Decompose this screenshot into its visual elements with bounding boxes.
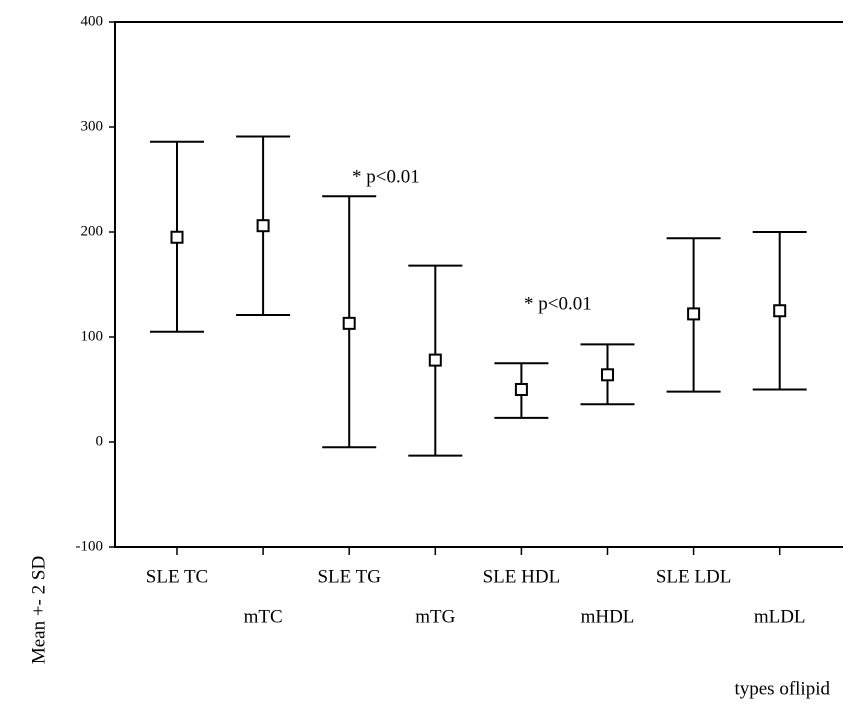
- x-tick-label: mTC: [244, 606, 283, 627]
- mean-marker: [342, 316, 356, 330]
- mean-marker: [773, 304, 787, 318]
- y-tick-label: 300: [81, 118, 104, 134]
- mean-marker: [514, 383, 528, 396]
- y-tick-label: 0: [96, 433, 104, 449]
- x-tick-label: mHDL: [581, 606, 635, 627]
- y-tick-label: 200: [81, 223, 104, 239]
- x-tick-label: SLE TG: [317, 566, 381, 587]
- annotation: * p<0.01: [352, 166, 420, 187]
- x-axis-label: types oflipid: [734, 678, 830, 699]
- x-tick-label: SLE HDL: [483, 566, 561, 587]
- mean-marker: [256, 219, 270, 233]
- x-tick-label: mLDL: [754, 606, 806, 627]
- mean-marker: [428, 353, 442, 367]
- mean-marker: [601, 368, 614, 382]
- plot-frame: [114, 21, 843, 548]
- y-tick-label: -100: [76, 538, 104, 554]
- x-tick-label: SLE LDL: [656, 566, 731, 587]
- y-tick-label: 400: [81, 13, 104, 29]
- mean-marker: [170, 230, 184, 244]
- mean-marker: [687, 307, 701, 321]
- x-tick-label: SLE TC: [146, 566, 208, 587]
- y-tick-label: 100: [81, 328, 104, 344]
- annotation: * p<0.01: [524, 293, 592, 314]
- x-tick-label: mTG: [415, 606, 455, 627]
- y-axis-label: Mean +- 2 SD: [28, 556, 49, 664]
